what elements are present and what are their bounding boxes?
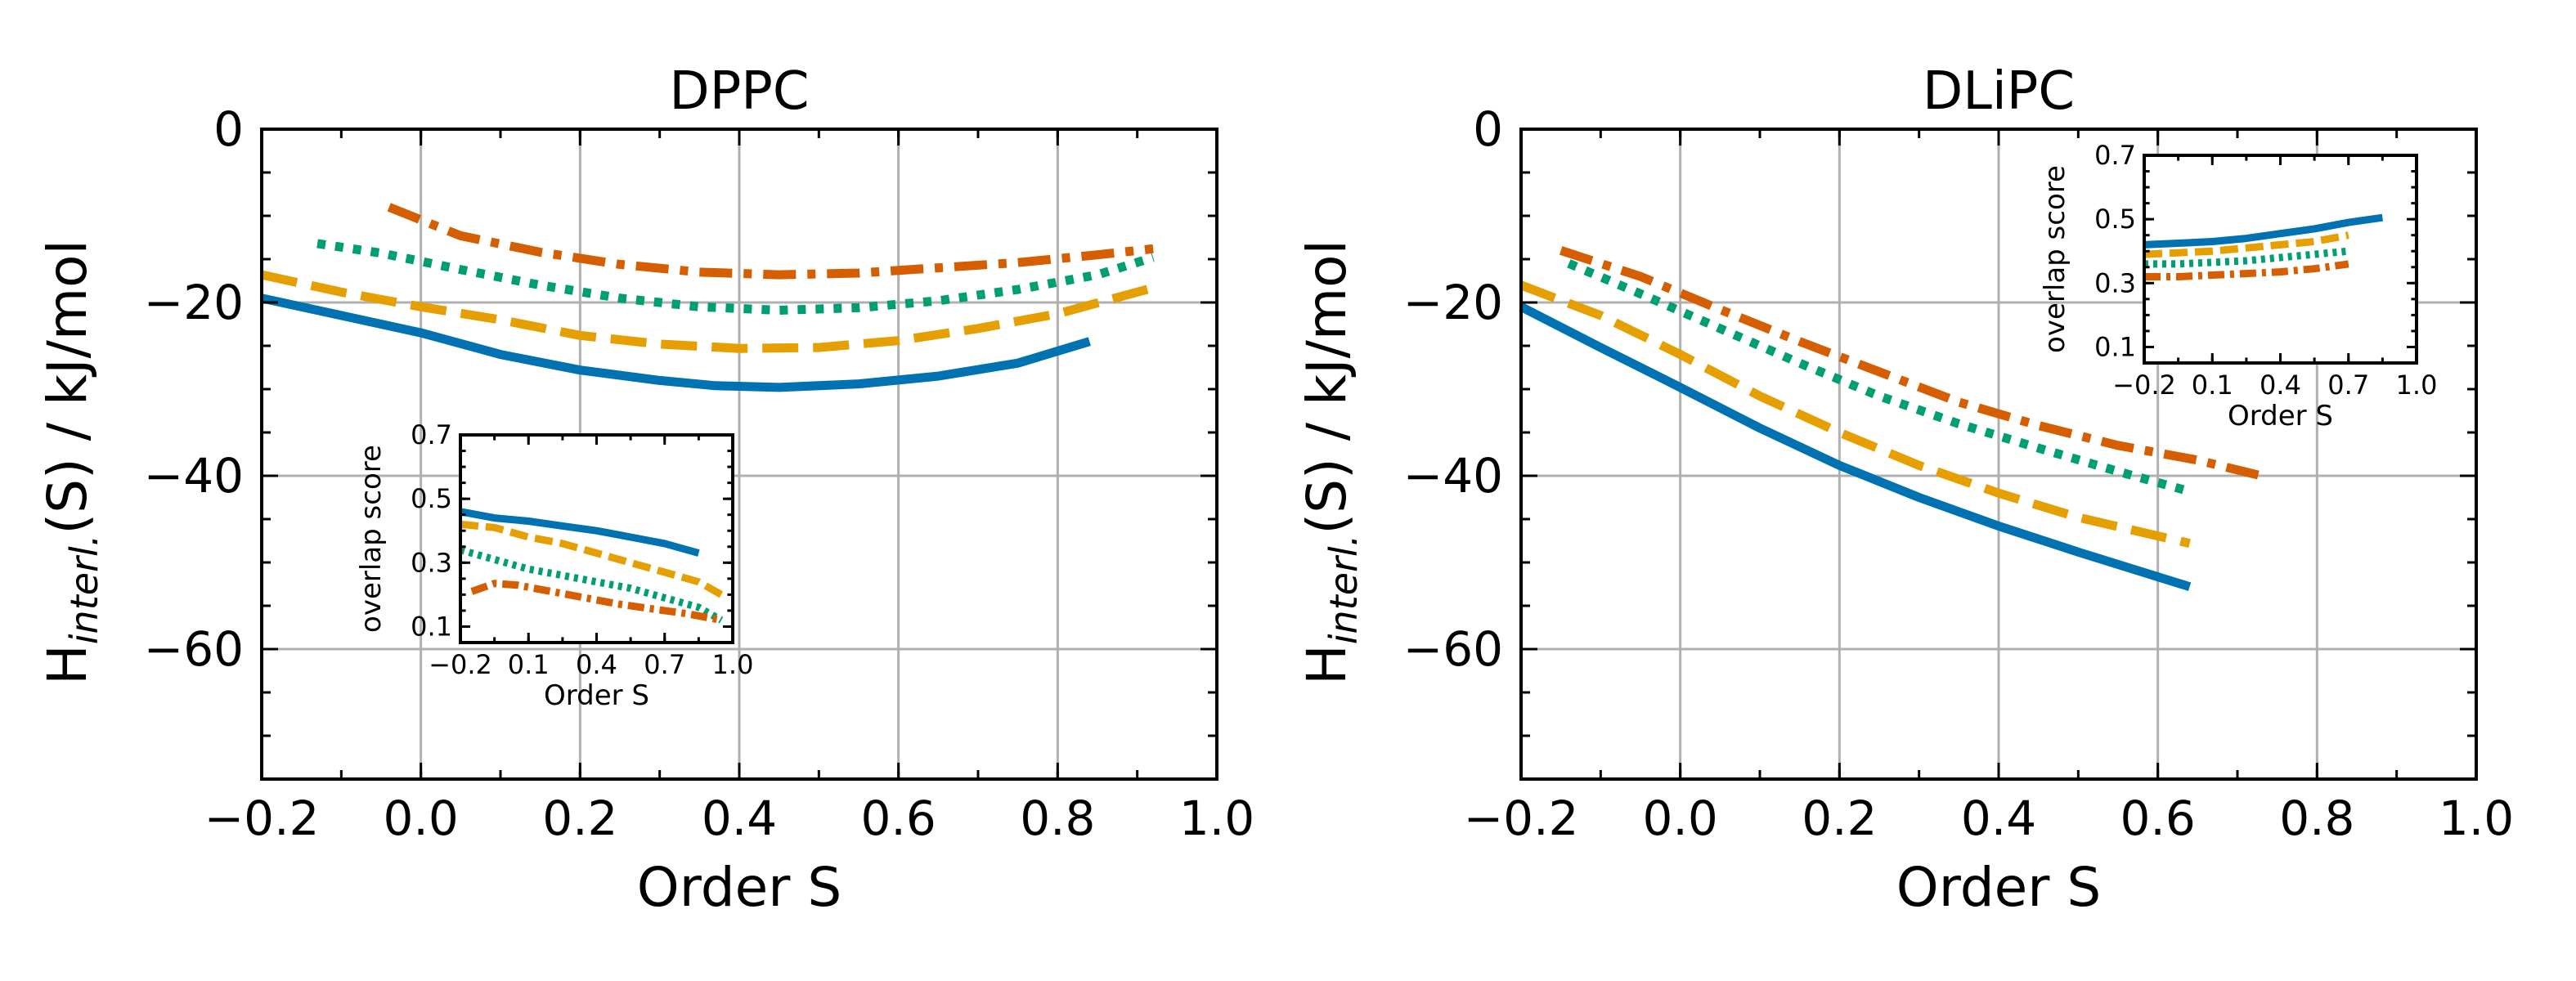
- x-tick-label: 0.4: [576, 649, 617, 680]
- inset-x-axis-label: Order S: [544, 679, 649, 712]
- y-tick-label: 0.5: [2094, 204, 2136, 235]
- y-tick-label: −60: [1403, 621, 1503, 677]
- x-tick-label: 0.4: [2260, 370, 2301, 401]
- y-tick-label: 0.7: [2094, 140, 2136, 171]
- inset-y-axis-label: overlap score: [2039, 165, 2071, 353]
- x-tick-label: −0.2: [429, 649, 492, 680]
- y-tick-label: 0: [213, 101, 244, 157]
- y-tick-label: 0.5: [411, 483, 452, 514]
- chart-panel-dlipc: −0.2 0.0 0.2 0.4 0.6 0.8 1.0 0 −20 −40 −60 DLiPC O…: [1295, 61, 2514, 919]
- y-tick-label: −20: [1403, 275, 1503, 330]
- inset-series-line-green-dotted: [2144, 247, 2349, 268]
- y-tick-label: 0.1: [2094, 331, 2136, 362]
- x-axis-label: Order S: [1896, 856, 2101, 919]
- y-axis-label-main: H: [1295, 644, 1358, 685]
- inset-chart: −0.2 0.1 0.4 0.7 1.0 0.1 0.3 0.5 0.7 Order S ove…: [2039, 140, 2437, 432]
- y-axis-label-subscript: interl.: [62, 535, 106, 645]
- x-tick-label: 1.0: [2439, 791, 2514, 846]
- y-tick-label: 0.3: [411, 547, 452, 578]
- chart-title: DLiPC: [1923, 61, 2075, 122]
- series-line-blue-solid: [260, 293, 1091, 392]
- chart-panel-dppc: −0.2 0.0 0.2 0.4 0.6 0.8 1.0 0 −20 −40 −60 DPPC Or…: [36, 61, 1254, 919]
- y-tick-label: −20: [144, 275, 244, 330]
- x-tick-label: 0.0: [1643, 791, 1718, 846]
- x-tick-label: −0.2: [1464, 791, 1579, 846]
- x-tick-label: 0.6: [861, 791, 936, 846]
- series-line-blue-solid: [1519, 302, 2192, 591]
- series-line-green-dotted: [1567, 259, 2192, 496]
- x-tick-label: 0.7: [644, 649, 685, 680]
- y-axis-label-subscript: interl.: [1322, 535, 1366, 645]
- x-tick-label: 0.2: [1802, 791, 1877, 846]
- inset-series-line-green-dotted: [459, 546, 724, 624]
- y-tick-label: −40: [1403, 448, 1503, 504]
- series-line-green-dotted: [316, 239, 1155, 315]
- x-tick-label: 0.1: [508, 649, 550, 680]
- x-tick-label: 0.0: [384, 791, 459, 846]
- inset-series-line-blue-solid: [460, 508, 700, 557]
- x-tick-label: 0.4: [702, 791, 777, 846]
- x-tick-label: 0.4: [1961, 791, 2036, 846]
- inset-series-line-orange-dashed: [2143, 231, 2349, 258]
- x-tick-label: 0.7: [2327, 370, 2369, 401]
- x-tick-label: −0.2: [2112, 370, 2176, 401]
- inset-series-line-vermillion-dashdot: [2144, 260, 2349, 280]
- x-tick-label: 0.1: [2192, 370, 2233, 401]
- chart-title: DPPC: [669, 61, 809, 122]
- x-tick-label: −0.2: [204, 791, 320, 846]
- y-tick-label: −40: [144, 448, 244, 504]
- x-tick-label: 0.6: [2120, 791, 2196, 846]
- inset-series-line-blue-solid: [2143, 213, 2384, 249]
- y-tick-label: 0.3: [2094, 267, 2136, 298]
- y-tick-label: −60: [144, 621, 244, 677]
- x-tick-label: 0.2: [542, 791, 617, 846]
- y-axis-label: Hinterl.(S) / kJ/mol: [36, 240, 106, 685]
- y-tick-label: 0.7: [411, 419, 452, 450]
- series-line-vermillion-dashdot: [387, 203, 1154, 280]
- inset-series-line-orange-dashed: [460, 520, 724, 598]
- series-line-orange-dashed: [260, 270, 1155, 353]
- series-line-vermillion-dashdot: [1559, 246, 2263, 481]
- y-axis-label-rest: (S) / kJ/mol: [36, 240, 99, 535]
- y-axis-label-main: H: [36, 644, 99, 685]
- y-axis-label: Hinterl.(S) / kJ/mol: [1295, 240, 1366, 685]
- y-tick-label: 0.1: [411, 611, 452, 642]
- x-axis-label: Order S: [637, 856, 841, 919]
- x-tick-label: 1.0: [712, 649, 754, 680]
- x-tick-label: 1.0: [1179, 791, 1254, 846]
- x-tick-label: 1.0: [2396, 370, 2438, 401]
- x-tick-label: 0.8: [1020, 791, 1095, 846]
- x-tick-label: 0.8: [2279, 791, 2354, 846]
- inset-y-axis-label: overlap score: [355, 445, 388, 633]
- inset-x-axis-label: Order S: [2228, 400, 2333, 432]
- inset-chart: −0.2 0.1 0.4 0.7 1.0 0.1 0.3 0.5 0.7 Order S ove…: [355, 419, 753, 712]
- series-line-orange-dashed: [1519, 280, 2191, 549]
- y-axis-label-rest: (S) / kJ/mol: [1295, 240, 1358, 535]
- y-tick-label: 0: [1473, 101, 1503, 157]
